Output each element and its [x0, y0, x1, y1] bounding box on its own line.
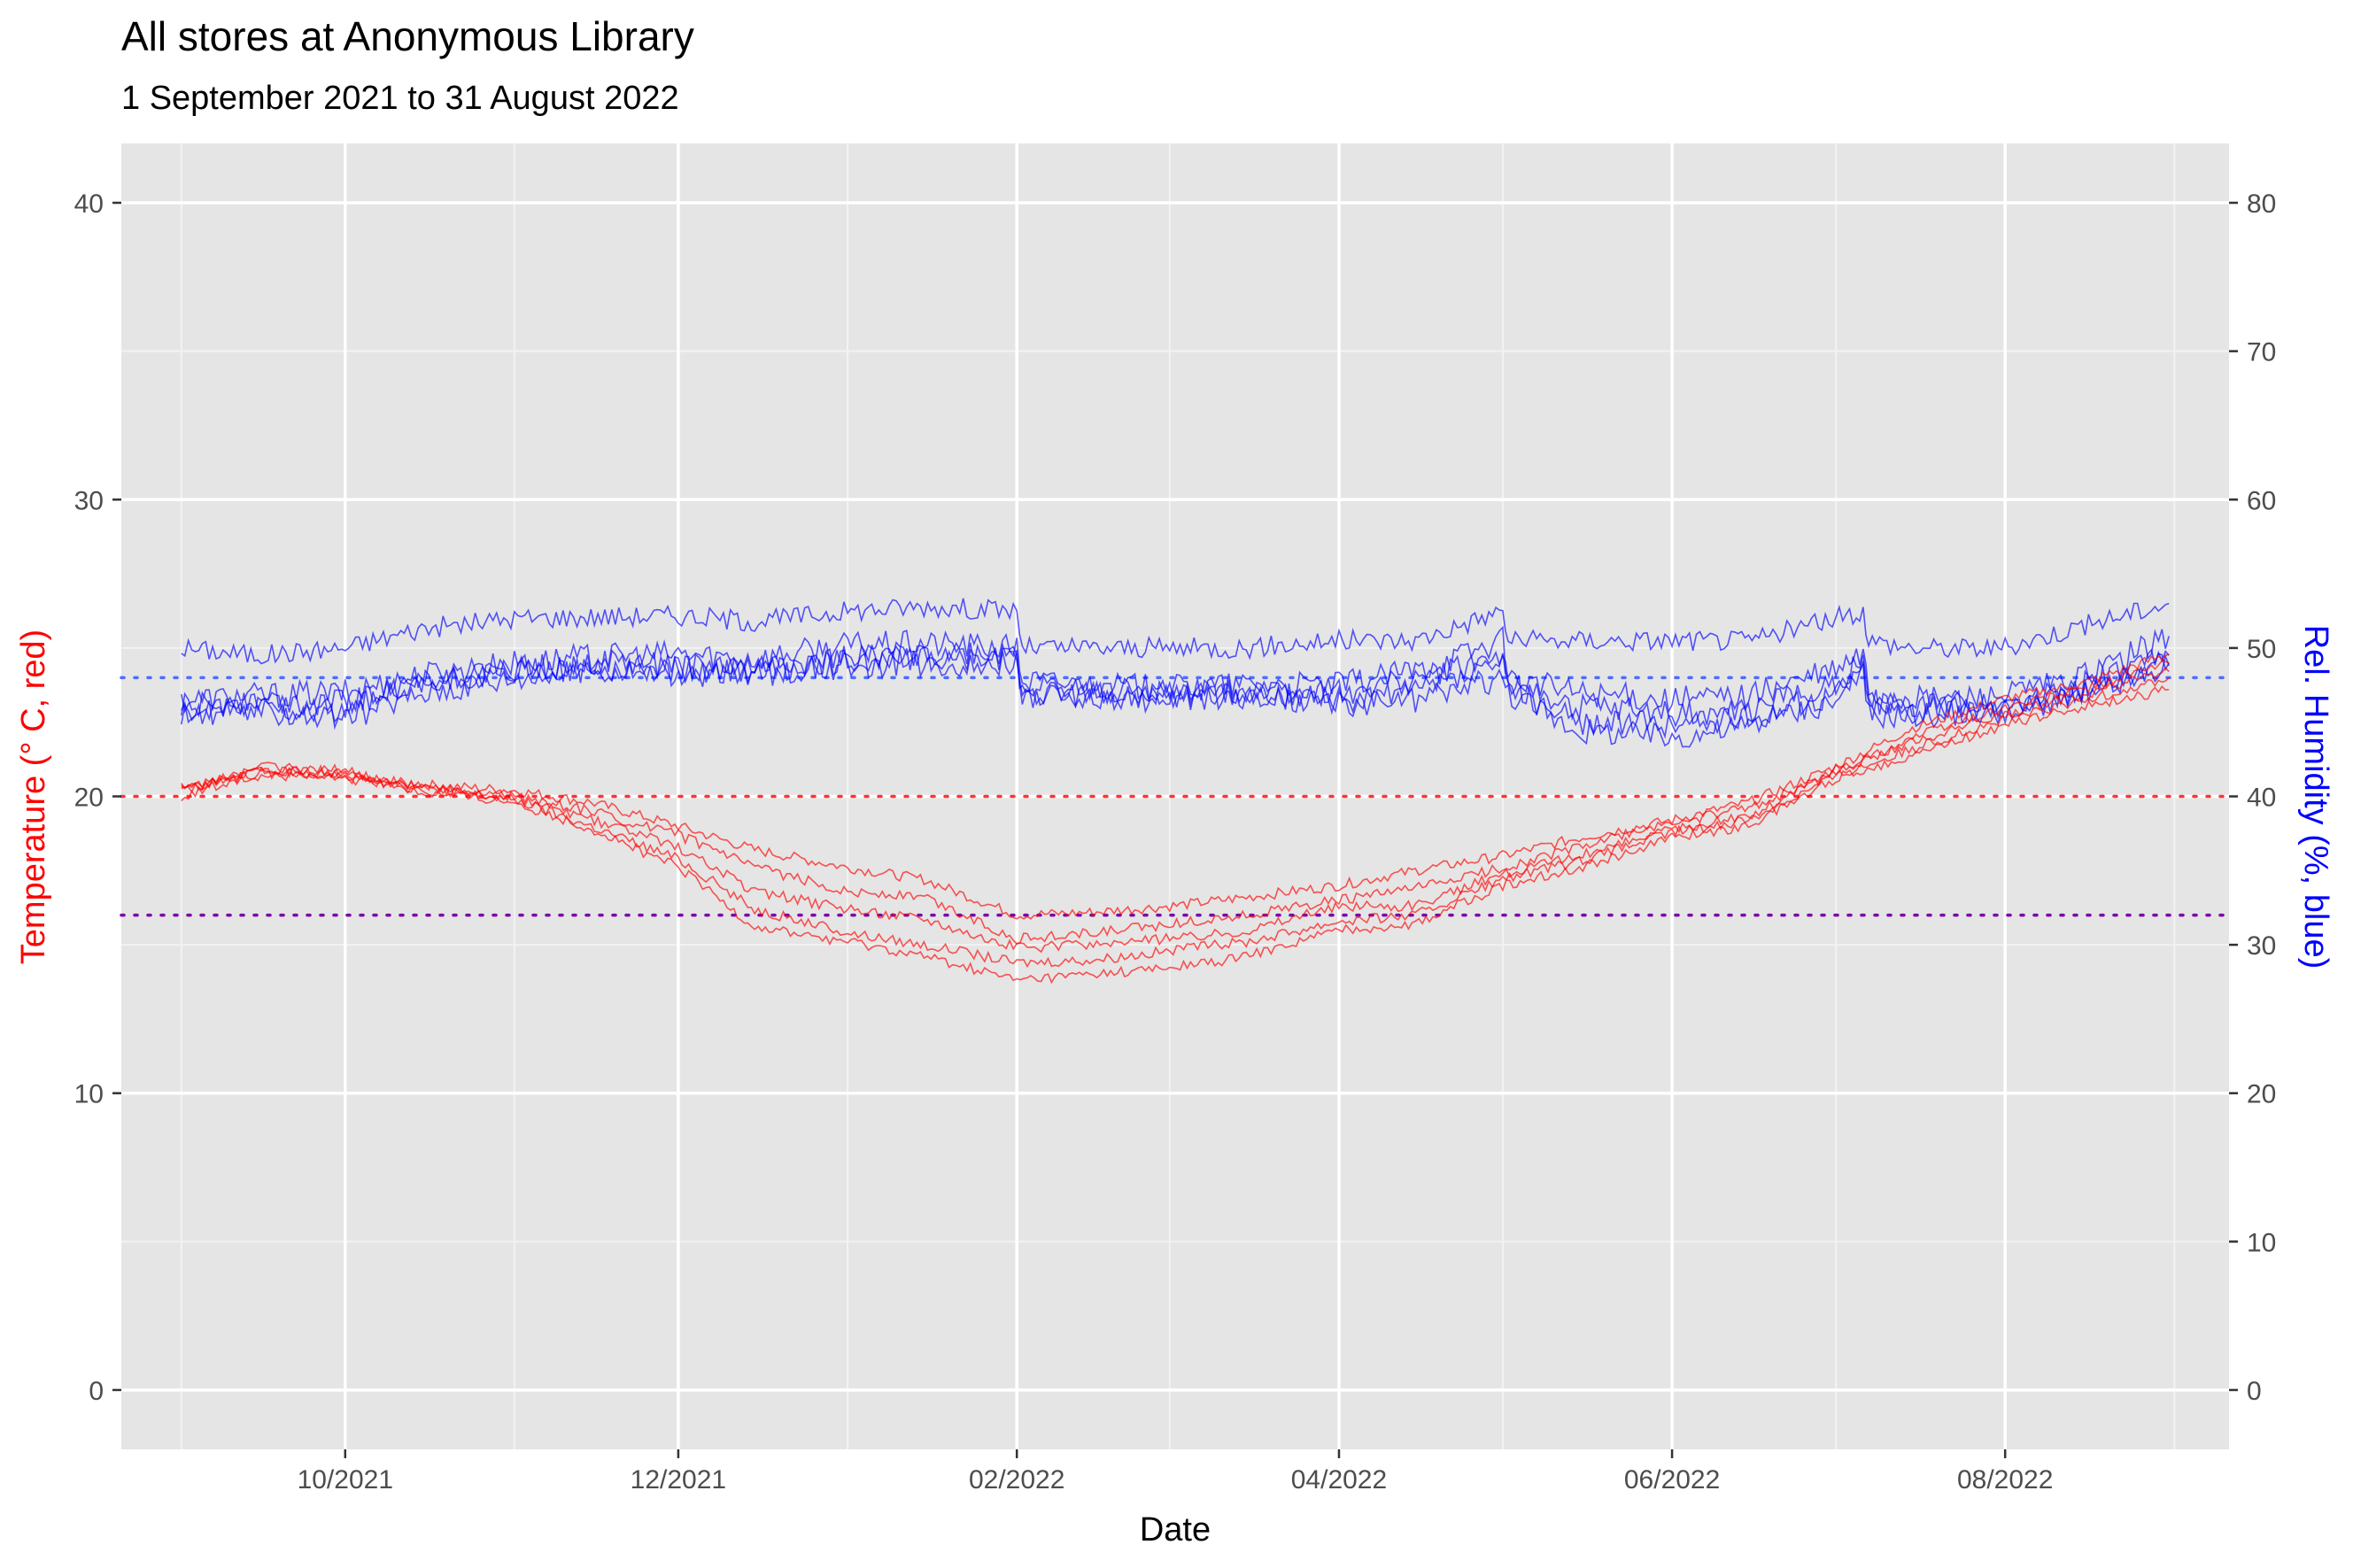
x-tick-label: 04/2022 [1291, 1465, 1387, 1495]
y-right-tick-label: 40 [2247, 784, 2276, 813]
humidity-series-line [181, 641, 2170, 728]
y-left-tick-label: 40 [74, 189, 104, 219]
y-left-tick-label: 10 [74, 1080, 104, 1109]
temperature-series-line [181, 666, 2170, 954]
temperature-series-line [181, 676, 2170, 969]
humidity-series-line [181, 598, 2170, 665]
y-right-tick-label: 70 [2247, 338, 2276, 367]
y-right-tick-label: 30 [2247, 931, 2276, 961]
y-right-tick-label: 20 [2247, 1080, 2276, 1109]
x-axis: 10/2021 12/2021 02/2022 04/2022 06/2022 08/20… [298, 1449, 2053, 1495]
y-left-tick-label: 0 [89, 1377, 104, 1406]
y-right-tick-label: 10 [2247, 1228, 2276, 1257]
y-right-tick-label: 0 [2247, 1377, 2262, 1406]
y-axis-left-title: Temperature (° C, red) [15, 630, 52, 964]
y-axis-right-title: Rel. Humidity (%, blue) [2297, 625, 2334, 969]
chart-title: All stores at Anonymous Library [121, 13, 694, 59]
temperature-series-line [181, 685, 2170, 985]
y-left-tick-label: 20 [74, 784, 104, 813]
chart-subtitle: 1 September 2021 to 31 August 2022 [121, 80, 679, 117]
series-lines [181, 598, 2170, 985]
x-tick-label: 12/2021 [631, 1465, 726, 1495]
reference-lines [120, 676, 2231, 917]
y-right-tick-label: 60 [2247, 486, 2276, 515]
x-tick-label: 06/2022 [1624, 1465, 1720, 1495]
x-tick-label: 10/2021 [298, 1465, 393, 1495]
y-right-tick-label: 80 [2247, 189, 2276, 219]
y-axis-left: 0 10 20 30 40 [74, 189, 121, 1406]
x-axis-title: Date [1140, 1511, 1211, 1549]
y-axis-right: 0 10 20 30 40 50 60 70 80 [2229, 189, 2276, 1406]
humidity-series-line [181, 649, 2170, 748]
y-right-tick-label: 50 [2247, 635, 2276, 664]
x-tick-label: 08/2022 [1957, 1465, 2053, 1495]
x-tick-label: 02/2022 [969, 1465, 1064, 1495]
humidity-series-line [181, 625, 2170, 714]
y-left-tick-label: 30 [74, 486, 104, 515]
